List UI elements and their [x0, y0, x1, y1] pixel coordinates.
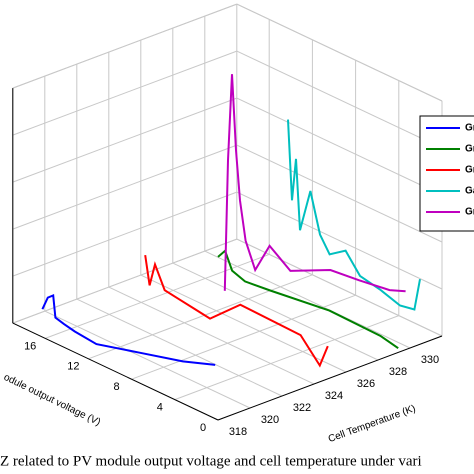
x-tick-label: 12: [67, 361, 79, 373]
y-axis: [217, 335, 443, 421]
legend-label: Gr: [465, 144, 474, 155]
grid-line: [76, 298, 283, 397]
series-line: [41, 293, 216, 366]
y-tick-label: 322: [293, 402, 311, 414]
grid-line: [236, 50, 443, 149]
grid-line: [140, 274, 347, 373]
grid-line: [12, 50, 237, 136]
grid-line: [45, 253, 270, 339]
grid-line: [174, 315, 399, 401]
x-axis-label: odule output voltage (V): [2, 372, 102, 428]
legend-label: Ga: [465, 186, 474, 197]
grid-line: [236, 238, 443, 337]
legend-label: Gr: [465, 207, 474, 218]
y-tick-label: 320: [261, 414, 279, 426]
series-line: [144, 254, 329, 368]
legend-label: Gr: [465, 123, 474, 134]
grid-line: [131, 294, 356, 380]
grid-line: [236, 144, 443, 243]
y-tick-label: 328: [389, 366, 407, 378]
x-tick-label: 16: [24, 340, 36, 352]
grid-line: [236, 97, 443, 196]
series-line: [287, 119, 421, 311]
x-tick-label: 0: [200, 422, 206, 434]
y-tick-label: 318: [229, 426, 247, 438]
grid-line: [88, 274, 313, 360]
grid-line: [12, 3, 237, 89]
grid-line: [12, 144, 237, 230]
grid-line: [44, 310, 251, 409]
grid-line: [108, 286, 315, 385]
grid-line: [172, 262, 379, 361]
legend-label: Gr: [465, 165, 474, 176]
series-line: [223, 74, 406, 293]
y-tick-label: 324: [325, 390, 343, 402]
x-axis: [12, 322, 219, 421]
grid-line: [12, 238, 237, 324]
y-tick-label: 330: [421, 354, 439, 366]
y-axis-label: Cell Temperature (K): [327, 403, 417, 445]
grid-line: [236, 191, 443, 290]
grid-line: [12, 97, 237, 183]
y-tick-label: 326: [357, 378, 375, 390]
grid-line: [12, 191, 237, 277]
caption: Z related to PV module output voltage an…: [0, 453, 422, 469]
grid-line: [236, 3, 443, 102]
x-tick-label: 8: [114, 381, 120, 393]
grid-line: [204, 250, 411, 349]
x-tick-label: 4: [157, 402, 163, 414]
